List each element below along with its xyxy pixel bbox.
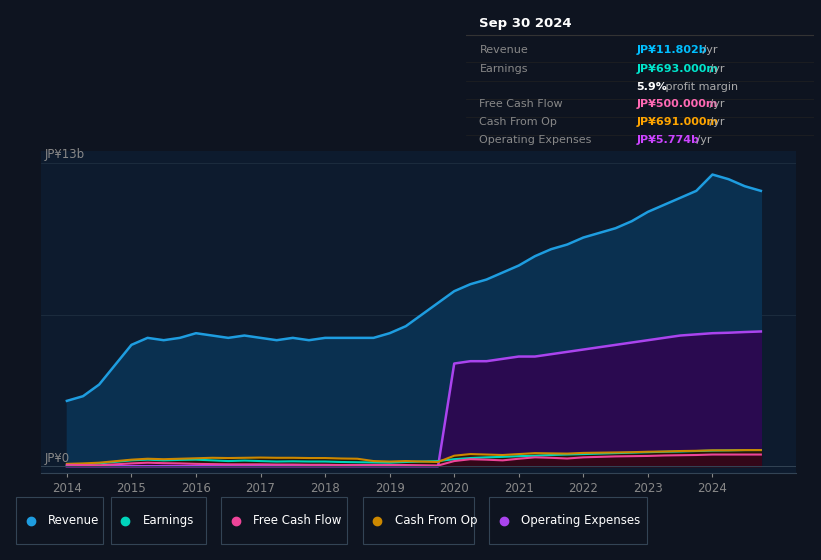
Text: JP¥0: JP¥0: [44, 452, 70, 465]
Text: Earnings: Earnings: [479, 64, 528, 74]
Text: /yr: /yr: [705, 64, 724, 74]
Text: Free Cash Flow: Free Cash Flow: [253, 514, 342, 528]
Text: 5.9%: 5.9%: [636, 82, 667, 92]
Text: Free Cash Flow: Free Cash Flow: [479, 100, 563, 109]
Text: Cash From Op: Cash From Op: [479, 117, 557, 127]
Text: Operating Expenses: Operating Expenses: [521, 514, 640, 528]
Text: JP¥693.000m: JP¥693.000m: [636, 64, 718, 74]
Text: /yr: /yr: [693, 135, 712, 145]
Text: Cash From Op: Cash From Op: [395, 514, 477, 528]
Text: /yr: /yr: [705, 117, 724, 127]
Text: Operating Expenses: Operating Expenses: [479, 135, 592, 145]
Text: Earnings: Earnings: [143, 514, 194, 528]
Text: profit margin: profit margin: [662, 82, 738, 92]
Text: Revenue: Revenue: [48, 514, 99, 528]
Text: JP¥500.000m: JP¥500.000m: [636, 100, 718, 109]
Text: JP¥11.802b: JP¥11.802b: [636, 45, 707, 54]
Text: JP¥5.774b: JP¥5.774b: [636, 135, 699, 145]
Text: /yr: /yr: [705, 100, 724, 109]
Text: JP¥13b: JP¥13b: [44, 147, 85, 161]
Text: JP¥691.000m: JP¥691.000m: [636, 117, 718, 127]
Text: Revenue: Revenue: [479, 45, 528, 54]
Text: Sep 30 2024: Sep 30 2024: [479, 17, 572, 30]
Text: /yr: /yr: [699, 45, 718, 54]
